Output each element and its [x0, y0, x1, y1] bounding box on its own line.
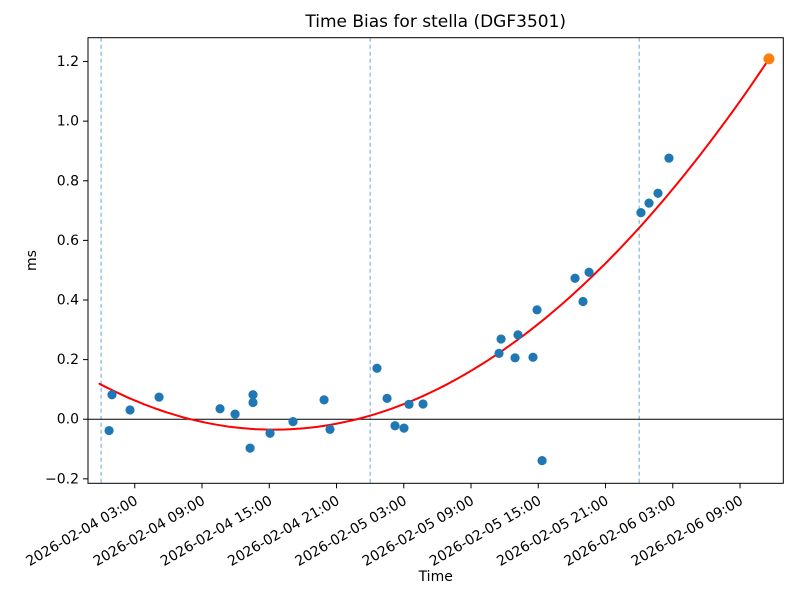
- data-point: [319, 395, 329, 405]
- y-tick-label: 0.4: [57, 292, 79, 308]
- data-point: [125, 405, 135, 415]
- data-point: [372, 363, 382, 373]
- data-point: [510, 353, 520, 363]
- y-tick-label: 0.8: [57, 173, 79, 189]
- data-point: [578, 296, 588, 307]
- y-tick-label: 0.2: [57, 352, 79, 368]
- data-point: [494, 348, 504, 358]
- x-tick-label: 2026-02-04 21:00: [225, 493, 342, 570]
- data-point: [248, 397, 258, 408]
- x-tick-label: 2026-02-06 03:00: [562, 493, 679, 570]
- data-point: [636, 208, 646, 218]
- y-tick-label: 1.0: [57, 114, 79, 130]
- x-tick-label: 2026-02-04 15:00: [158, 493, 275, 570]
- data-point: [104, 425, 114, 436]
- data-point: [288, 417, 298, 427]
- fit-curve: [98, 58, 770, 431]
- x-tick-label: 2026-02-05 15:00: [427, 493, 544, 570]
- data-point: [230, 409, 240, 419]
- data-point: [418, 399, 428, 409]
- data-point: [584, 267, 594, 277]
- data-point: [154, 392, 164, 402]
- data-point: [496, 334, 506, 344]
- data-point: [248, 390, 258, 400]
- data-point: [107, 390, 117, 400]
- y-tick-label: −0.2: [45, 471, 79, 487]
- prediction-point: [763, 53, 775, 65]
- data-point: [528, 352, 538, 362]
- chart-title: Time Bias for stella (DGF3501): [304, 12, 566, 32]
- plot-border: [87, 37, 784, 484]
- x-tick-label: 2026-02-06 09:00: [629, 493, 746, 570]
- data-point: [653, 188, 663, 198]
- data-point: [404, 399, 414, 409]
- data-point: [399, 423, 409, 433]
- x-tick-label: 2026-02-04 09:00: [91, 493, 208, 570]
- data-point: [325, 424, 335, 434]
- data-point: [245, 443, 255, 453]
- data-point: [513, 330, 523, 340]
- data-point: [390, 421, 400, 431]
- data-point: [265, 428, 275, 438]
- data-point: [570, 273, 580, 283]
- x-tick-label: 2026-02-05 09:00: [360, 493, 477, 570]
- y-axis-label: ms: [24, 250, 40, 271]
- y-tick-label: 0.0: [57, 412, 79, 428]
- data-point: [532, 305, 542, 315]
- x-axis-label: Time: [418, 569, 453, 585]
- data-point: [215, 404, 225, 414]
- data-point: [664, 153, 674, 163]
- data-point: [382, 393, 392, 403]
- data-point: [644, 198, 654, 208]
- y-tick-label: 1.2: [57, 54, 79, 70]
- y-tick-label: 0.6: [57, 233, 79, 249]
- data-point: [537, 456, 547, 466]
- x-tick-label: 2026-02-05 21:00: [494, 493, 611, 570]
- x-tick-label: 2026-02-04 03:00: [23, 493, 140, 570]
- x-tick-label: 2026-02-05 03:00: [292, 493, 409, 570]
